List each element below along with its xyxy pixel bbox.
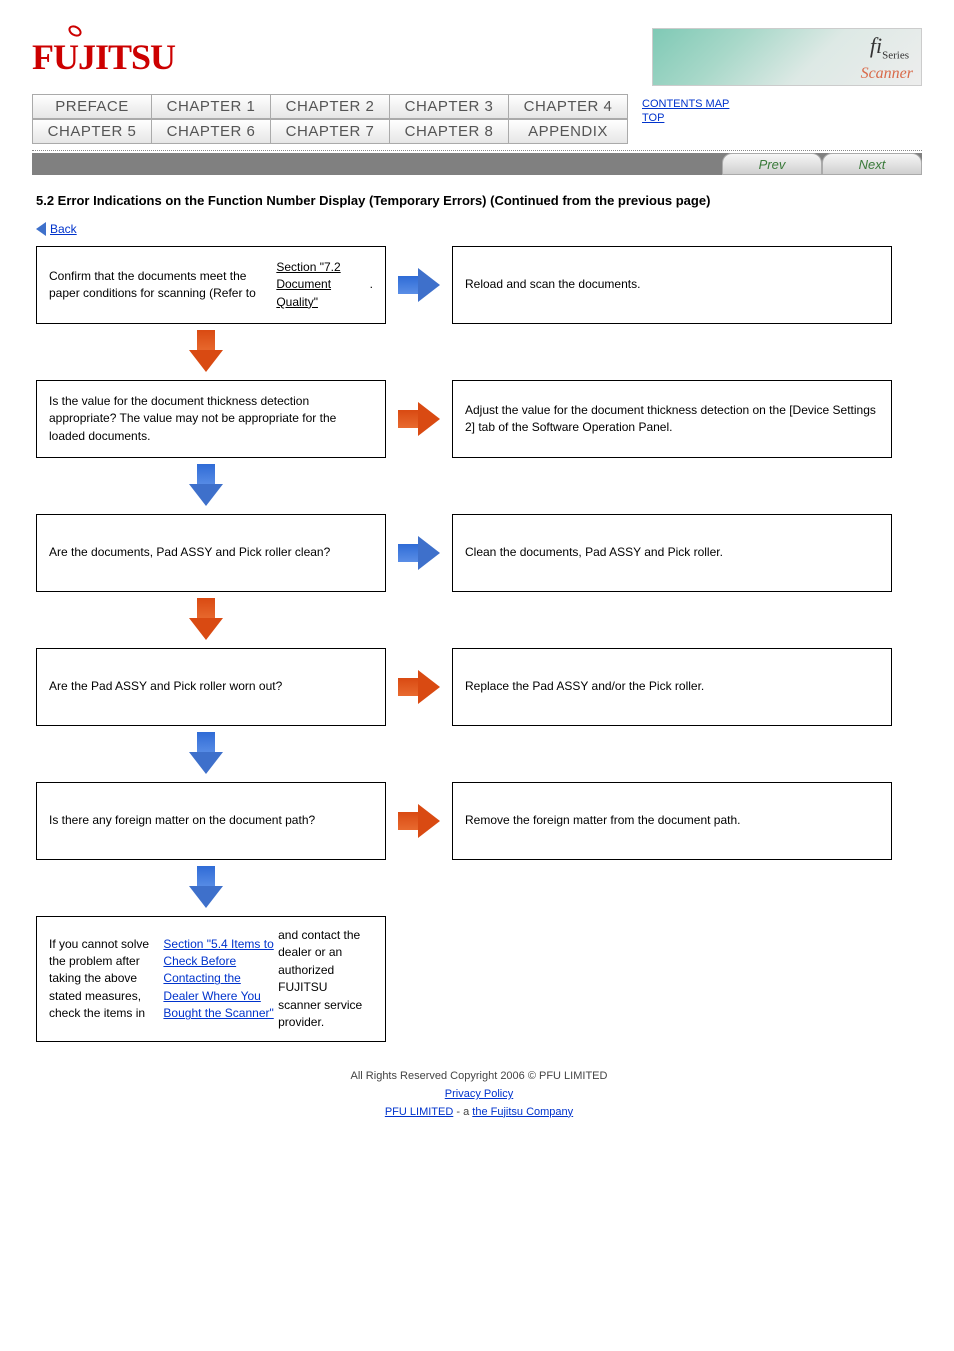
- next-button[interactable]: Next: [822, 153, 922, 175]
- side-links: CONTENTS MAP TOP: [642, 94, 729, 124]
- tab-chapter-5[interactable]: CHAPTER 5: [32, 119, 151, 144]
- fujitsu-company-link[interactable]: the Fujitsu Company: [472, 1106, 573, 1118]
- top-link[interactable]: TOP: [642, 112, 664, 124]
- footer-sep: - a: [456, 1106, 472, 1118]
- flow-question-box: Are the documents, Pad ASSY and Pick rol…: [36, 514, 386, 592]
- arrow-down-icon: [186, 330, 226, 374]
- pfu-link[interactable]: PFU LIMITED: [385, 1106, 453, 1118]
- arrow-right-icon: [398, 801, 440, 841]
- arrow-down-icon: [186, 732, 226, 776]
- flow-question-box: Are the Pad ASSY and Pick roller worn ou…: [36, 648, 386, 726]
- arrow-right-icon: [398, 265, 440, 305]
- flow-final-box: If you cannot solve the problem after ta…: [36, 916, 386, 1042]
- flow-answer-box: Replace the Pad ASSY and/or the Pick rol…: [452, 648, 892, 726]
- flowchart: Confirm that the documents meet the pape…: [36, 246, 922, 1042]
- flow-question-box: Confirm that the documents meet the pape…: [36, 246, 386, 324]
- tab-chapter-6[interactable]: CHAPTER 6: [151, 119, 270, 144]
- arrow-right-icon: [398, 667, 440, 707]
- back-link[interactable]: Back: [50, 222, 77, 236]
- flow-question-box: Is the value for the document thickness …: [36, 380, 386, 458]
- arrow-down-icon: [186, 598, 226, 642]
- flow-answer-box: Clean the documents, Pad ASSY and Pick r…: [452, 514, 892, 592]
- dotted-divider: [32, 150, 922, 151]
- tab-preface[interactable]: PREFACE: [32, 94, 151, 119]
- contents-map-link[interactable]: CONTENTS MAP: [642, 98, 729, 110]
- tab-chapter-4[interactable]: CHAPTER 4: [508, 94, 628, 119]
- back-icon: [36, 222, 46, 236]
- arrow-down-icon: [186, 464, 226, 508]
- flow-answer-box: Reload and scan the documents.: [452, 246, 892, 324]
- arrow-right-icon: [398, 533, 440, 573]
- tab-chapter-3[interactable]: CHAPTER 3: [389, 94, 508, 119]
- page-title: 5.2 Error Indications on the Function Nu…: [36, 193, 922, 208]
- copyright-text: All Rights Reserved Copyright 2006 © PFU…: [36, 1068, 922, 1086]
- arrow-right-icon: [398, 399, 440, 439]
- flow-answer-box: Remove the foreign matter from the docum…: [452, 782, 892, 860]
- footer: All Rights Reserved Copyright 2006 © PFU…: [36, 1068, 922, 1121]
- flow-question-box: Is there any foreign matter on the docum…: [36, 782, 386, 860]
- toolbar: Prev Next: [32, 153, 922, 175]
- series-badge: fiSeries Scanner: [652, 28, 922, 86]
- chapter-tabs: PREFACE CHAPTER 1 CHAPTER 2 CHAPTER 3 CH…: [32, 94, 628, 144]
- fujitsu-logo: FUJITSU: [32, 28, 175, 78]
- tab-chapter-7[interactable]: CHAPTER 7: [270, 119, 389, 144]
- flow-answer-box: Adjust the value for the document thickn…: [452, 380, 892, 458]
- prev-button[interactable]: Prev: [722, 153, 822, 175]
- tab-chapter-8[interactable]: CHAPTER 8: [389, 119, 508, 144]
- tab-chapter-2[interactable]: CHAPTER 2: [270, 94, 389, 119]
- arrow-down-icon: [186, 866, 226, 910]
- tab-appendix[interactable]: APPENDIX: [508, 119, 628, 144]
- tab-chapter-1[interactable]: CHAPTER 1: [151, 94, 270, 119]
- privacy-link[interactable]: Privacy Policy: [445, 1088, 513, 1100]
